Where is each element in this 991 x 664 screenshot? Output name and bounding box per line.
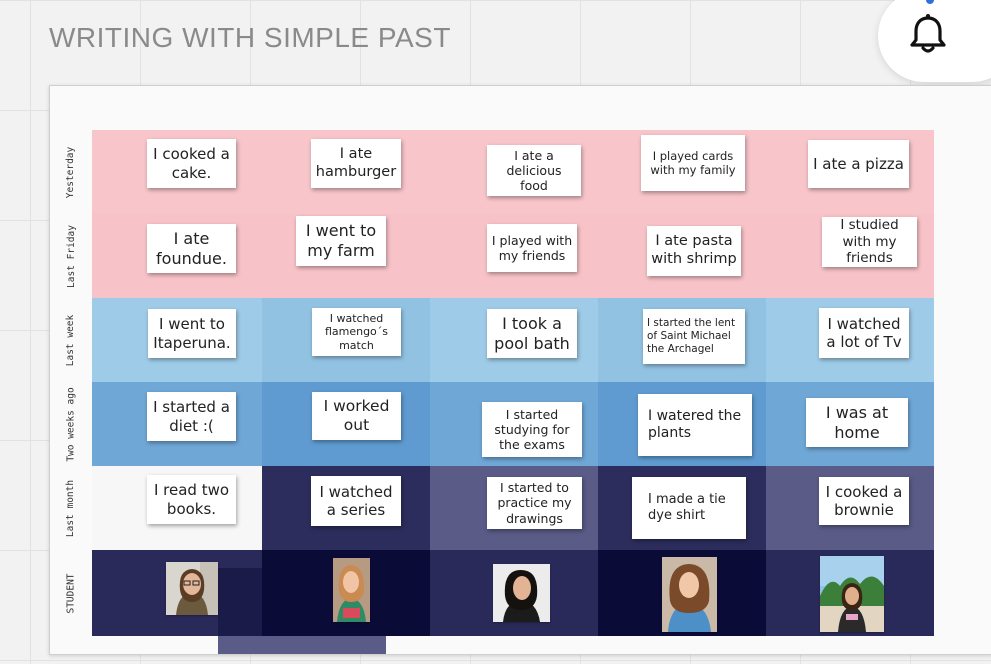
sticky-note[interactable]: I worked out xyxy=(312,392,401,440)
student-photo[interactable] xyxy=(662,557,717,632)
page-title: WRITING WITH SIMPLE PAST xyxy=(49,22,451,53)
row-label-yesterday: Yesterday xyxy=(65,146,77,198)
cell-r5c1-overflow xyxy=(218,636,386,654)
sticky-note[interactable]: I watched flamengo´s match xyxy=(312,308,401,356)
row-label-two-weeks-ago: Two weeks ago xyxy=(65,386,77,462)
notification-button[interactable] xyxy=(878,0,991,82)
student-photo[interactable] xyxy=(166,562,218,615)
sticky-note[interactable]: I watched a series xyxy=(311,476,401,526)
sticky-note[interactable]: I ate pasta with shrimp xyxy=(647,226,741,276)
student-photo[interactable] xyxy=(333,558,370,622)
student-photo[interactable] xyxy=(493,564,550,622)
notification-dot xyxy=(926,0,934,4)
sticky-note[interactable]: I ate hamburger xyxy=(311,139,401,188)
sticky-note[interactable]: I studied with my friends xyxy=(822,217,917,267)
sticky-note[interactable]: I started to practice my drawings xyxy=(487,477,582,529)
row-label-last-month: Last month xyxy=(65,479,77,537)
sticky-note[interactable]: I played cards with my family xyxy=(641,135,745,191)
sticky-note[interactable]: I went to Itaperuna. xyxy=(148,309,236,358)
sticky-note[interactable]: I watered the plants xyxy=(638,394,752,456)
row-label-student: STUDENT xyxy=(65,572,77,614)
sticky-note[interactable]: I was at home xyxy=(806,398,908,447)
sticky-note[interactable]: I started studying for the exams xyxy=(482,402,582,457)
sticky-note[interactable]: I cooked a brownie xyxy=(819,477,909,525)
bell-icon[interactable] xyxy=(906,12,950,56)
sticky-note[interactable]: I ate a pizza xyxy=(808,140,909,188)
sticky-note[interactable]: I started a diet :( xyxy=(147,392,236,441)
sticky-note[interactable]: I ate a delicious food xyxy=(487,145,581,196)
sticky-note[interactable]: I read two books. xyxy=(147,475,236,524)
sticky-note[interactable]: I played with my friends xyxy=(487,224,577,272)
row-label-last-week: Last week xyxy=(65,314,77,366)
sticky-note[interactable]: I watched a lot of Tv xyxy=(819,308,909,358)
sticky-note[interactable]: I went to my farm xyxy=(296,216,386,266)
sticky-note[interactable]: I started the lent of Saint Michael the … xyxy=(643,309,745,364)
sticky-note[interactable]: I cooked a cake. xyxy=(147,139,236,188)
student-photo[interactable] xyxy=(820,556,884,632)
sticky-note[interactable]: I ate foundue. xyxy=(147,224,236,273)
sticky-note[interactable]: I took a pool bath xyxy=(487,309,577,358)
sticky-note[interactable]: I made a tie dye shirt xyxy=(632,477,746,539)
row-label-last-friday: Last Friday xyxy=(65,224,77,288)
cell-r5c0-overflow xyxy=(218,568,262,636)
